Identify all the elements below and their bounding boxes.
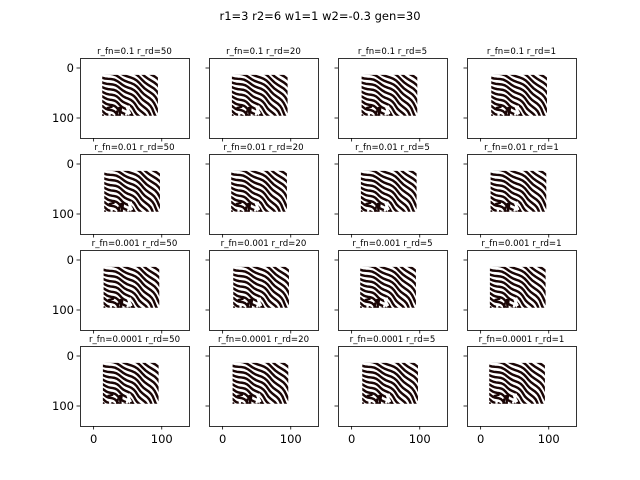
y-tick-label: 100: [52, 303, 74, 317]
subplot: r_fn=0.01 r_rd=5: [334, 143, 448, 238]
subplot-title: r_fn=0.01 r_rd=50: [94, 143, 174, 153]
subplot-title: r_fn=0.1 r_rd=50: [97, 47, 172, 57]
heatmap-image: [102, 74, 158, 116]
subplot: r_fn=0.01 r_rd=20: [205, 143, 319, 238]
subplot-title: r_fn=0.001 r_rd=1: [481, 239, 561, 249]
x-tick-label: 100: [409, 432, 431, 446]
subplot: r_fn=0.1 r_rd=20: [205, 47, 319, 142]
axes-frame: [338, 250, 448, 331]
subplot-title: r_fn=0.001 r_rd=20: [221, 239, 307, 249]
axes-frame: [209, 58, 319, 139]
y-tick-label: 0: [67, 61, 74, 75]
subplot-title: r_fn=0.01 r_rd=1: [484, 143, 559, 153]
heatmap-image: [231, 74, 288, 116]
subplot: r_fn=0.01 r_rd=1: [463, 143, 577, 238]
y-tick-label: 100: [52, 207, 74, 221]
axes-frame: [467, 58, 577, 139]
axes-frame: [80, 154, 190, 235]
subplot: r_fn=0.1 r_rd=50 0 100: [52, 47, 190, 142]
subplot: r_fn=0.001 r_rd=5: [334, 239, 448, 334]
subplot: r_fn=0.0001 r_rd=1 0 100: [463, 335, 577, 446]
y-tick-label: 100: [52, 111, 74, 125]
subplot: r_fn=0.0001 r_rd=20 0 100: [205, 335, 319, 446]
subplot-title: r_fn=0.0001 r_rd=50: [89, 335, 180, 345]
subplot-title: r_fn=0.001 r_rd=5: [352, 239, 432, 249]
subplot: r_fn=0.001 r_rd=1: [463, 239, 577, 334]
subplot-title: r_fn=0.01 r_rd=20: [223, 143, 303, 153]
subplot: r_fn=0.0001 r_rd=50 0 100 0 100: [52, 335, 190, 446]
y-tick-label: 0: [67, 349, 74, 363]
y-tick-label: 100: [52, 399, 74, 413]
axes-frame: [80, 58, 190, 139]
subplot-title: r_fn=0.01 r_rd=5: [355, 143, 430, 153]
x-tick-label: 0: [348, 432, 355, 446]
axes-frame: [467, 250, 577, 331]
subplot: r_fn=0.1 r_rd=1: [463, 47, 577, 142]
axes-frame: [467, 346, 577, 427]
subplot: r_fn=0.1 r_rd=5: [334, 47, 448, 142]
subplot: r_fn=0.01 r_rd=50 0 100: [52, 143, 190, 238]
heatmap-image: [491, 74, 547, 116]
y-tick-label: 0: [67, 253, 74, 267]
axes-frame: [209, 346, 319, 427]
subplot-title: r_fn=0.1 r_rd=1: [487, 47, 556, 57]
subplot: r_fn=0.0001 r_rd=5 0 100: [334, 335, 448, 446]
figure-title: r1=3 r2=6 w1=1 w2=-0.3 gen=30: [219, 9, 420, 23]
x-tick-label: 0: [477, 432, 484, 446]
axes-frame: [467, 154, 577, 235]
subplot-title: r_fn=0.001 r_rd=50: [92, 239, 178, 249]
subplot-title: r_fn=0.1 r_rd=5: [358, 47, 427, 57]
axes-frame: [80, 250, 190, 331]
heatmap-image: [361, 74, 418, 116]
y-tick-label: 0: [67, 157, 74, 171]
subplot-title: r_fn=0.0001 r_rd=5: [350, 335, 436, 345]
subplot-title: r_fn=0.1 r_rd=20: [226, 47, 301, 57]
axes-frame: [80, 346, 190, 427]
axes-frame: [338, 346, 448, 427]
axes-frame: [338, 58, 448, 139]
axes-frame: [209, 250, 319, 331]
x-tick-label: 100: [280, 432, 302, 446]
subplot: r_fn=0.001 r_rd=20: [205, 239, 319, 334]
x-tick-label: 0: [90, 432, 97, 446]
x-tick-label: 0: [219, 432, 226, 446]
subplot-title: r_fn=0.0001 r_rd=20: [218, 335, 309, 345]
subplot: r_fn=0.001 r_rd=50 0 100: [52, 239, 190, 334]
axes-frame: [338, 154, 448, 235]
x-tick-label: 100: [538, 432, 560, 446]
x-tick-label: 100: [151, 432, 173, 446]
axes-frame: [209, 154, 319, 235]
subplot-title: r_fn=0.0001 r_rd=1: [479, 335, 565, 345]
